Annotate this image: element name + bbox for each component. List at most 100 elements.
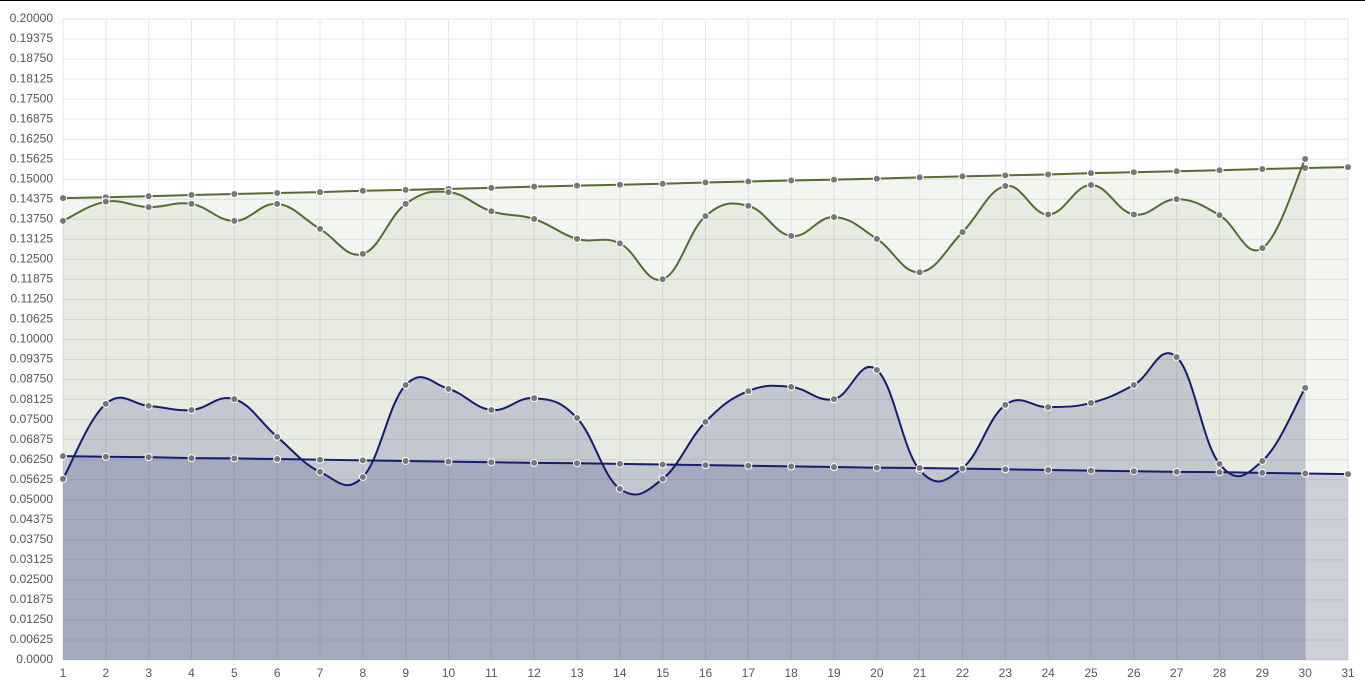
y-tick-label: 0.08750 — [10, 372, 54, 386]
point — [787, 382, 796, 391]
y-tick-label: 0.01875 — [10, 592, 54, 606]
point — [1001, 400, 1010, 409]
point — [1215, 211, 1224, 220]
x-tick-label: 17 — [742, 666, 756, 680]
point — [573, 234, 581, 243]
point — [1344, 470, 1352, 479]
x-tick-label: 16 — [699, 666, 713, 680]
point — [1215, 166, 1224, 175]
point — [273, 199, 282, 208]
point — [1001, 465, 1010, 474]
point — [744, 461, 753, 470]
y-tick-label: 0.05625 — [10, 472, 54, 486]
point — [1215, 459, 1224, 468]
point — [1129, 210, 1138, 219]
y-tick-label: 0.20000 — [10, 11, 54, 25]
point — [401, 185, 410, 194]
point — [658, 179, 667, 188]
y-tick-label: 0.19375 — [10, 31, 54, 45]
point — [273, 432, 282, 441]
x-tick-label: 1 — [60, 666, 67, 680]
point — [1129, 467, 1138, 476]
y-tick-label: 0.14375 — [10, 191, 54, 205]
point — [1001, 171, 1010, 180]
point — [872, 365, 881, 374]
point — [230, 189, 239, 198]
point — [444, 384, 453, 393]
point — [1044, 170, 1053, 179]
y-tick-label: 0.05000 — [10, 492, 54, 506]
point — [1258, 164, 1267, 173]
point — [530, 458, 539, 467]
point — [530, 394, 539, 403]
x-tick-label: 2 — [102, 666, 109, 680]
x-tick-label: 6 — [274, 666, 281, 680]
point — [316, 188, 324, 197]
y-tick-label: 0.15000 — [10, 171, 54, 185]
point — [273, 189, 282, 198]
point — [701, 461, 710, 470]
point — [1172, 467, 1181, 476]
point — [658, 474, 667, 483]
point — [1044, 210, 1053, 219]
series-area — [63, 456, 1348, 660]
y-tick-label: 0.18125 — [10, 71, 54, 85]
x-tick-label: 27 — [1170, 666, 1184, 680]
point — [830, 175, 838, 184]
point — [316, 455, 324, 464]
point — [573, 181, 581, 190]
point — [316, 224, 324, 233]
x-tick-label: 8 — [359, 666, 366, 680]
point — [1172, 195, 1181, 204]
point — [701, 212, 710, 221]
point — [1258, 456, 1267, 465]
point — [1001, 181, 1010, 190]
y-tick-label: 0.09375 — [10, 352, 54, 366]
point — [573, 414, 581, 423]
point — [101, 197, 110, 206]
point — [444, 188, 453, 197]
y-tick-label: 0.03750 — [10, 532, 54, 546]
point — [872, 463, 881, 472]
point — [1344, 163, 1352, 172]
point — [316, 467, 324, 476]
point — [615, 484, 624, 493]
point — [187, 190, 196, 199]
point — [787, 462, 796, 471]
y-tick-label: 0.00625 — [10, 632, 54, 646]
x-tick-label: 3 — [145, 666, 152, 680]
y-tick-label: 0.11250 — [11, 292, 54, 306]
y-tick-label: 0.06875 — [10, 432, 54, 446]
point — [59, 474, 67, 483]
point — [59, 452, 67, 461]
x-tick-label: 19 — [827, 666, 841, 680]
point — [744, 177, 753, 186]
point — [573, 459, 581, 468]
point — [1044, 403, 1053, 412]
point — [787, 176, 796, 185]
point — [1258, 244, 1267, 253]
point — [872, 174, 881, 183]
x-tick-label: 7 — [317, 666, 324, 680]
point — [1215, 468, 1224, 477]
point — [530, 214, 539, 223]
point — [958, 464, 967, 473]
point — [958, 228, 967, 237]
point — [1301, 155, 1310, 164]
x-tick-label: 13 — [570, 666, 584, 680]
x-tick-label: 29 — [1256, 666, 1270, 680]
point — [830, 213, 838, 222]
point — [701, 417, 710, 426]
point — [187, 199, 196, 208]
point — [615, 239, 624, 248]
point — [1301, 383, 1310, 392]
point — [915, 464, 924, 473]
point — [273, 455, 282, 464]
point — [615, 180, 624, 189]
point — [830, 395, 838, 404]
y-tick-label: 0.04375 — [10, 512, 54, 526]
x-tick-label: 4 — [188, 666, 195, 680]
point — [658, 460, 667, 469]
y-tick-label: 0.15625 — [10, 151, 54, 165]
